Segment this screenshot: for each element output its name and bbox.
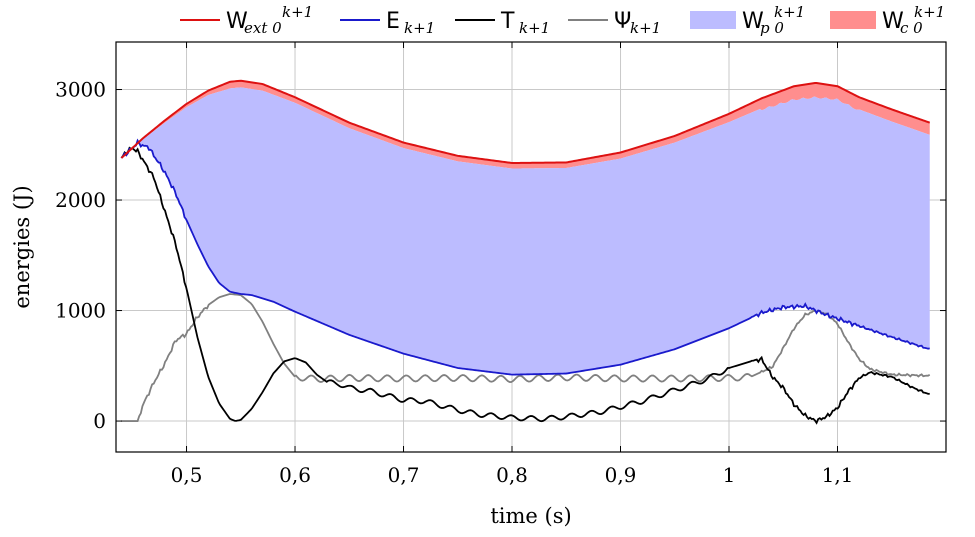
y-tick-label: 0 <box>93 409 106 433</box>
legend-item-wc: Wc 0k+1 <box>830 3 945 37</box>
legend-label-sub: k+1 <box>519 19 550 37</box>
series-e-line <box>120 138 930 376</box>
x-tick-label: 1,1 <box>822 463 854 487</box>
line-layer <box>120 79 931 425</box>
legend-label: W <box>226 9 248 34</box>
legend-label: T <box>500 9 515 34</box>
x-tick-label: 0,7 <box>388 463 420 487</box>
legend-item-wp: Wp 0k+1 <box>690 3 805 37</box>
series-t-line <box>120 146 930 425</box>
area-wp <box>121 87 930 375</box>
legend-item-psi: Ψk+1 <box>568 9 661 37</box>
x-tick-label: 0,6 <box>279 463 311 487</box>
legend-label-sup: k+1 <box>774 3 805 21</box>
legend-label: W <box>882 9 904 34</box>
legend-label-sub: c 0 <box>900 19 923 37</box>
legend-label-sub: k+1 <box>404 19 435 37</box>
y-tick-label: 3000 <box>55 78 106 102</box>
x-tick-label: 0,9 <box>605 463 637 487</box>
x-axis-title: time (s) <box>490 504 571 528</box>
ticks: 0,5 0,6 0,7 0,8 0,9 1 1,1 0 1000 2000 3000 <box>55 42 946 487</box>
legend-label: Ψ <box>614 9 631 34</box>
plot-frame <box>115 41 947 453</box>
legend-label-sup: k+1 <box>914 3 945 21</box>
legend-label-sup: k+1 <box>282 3 313 21</box>
series-psi-line <box>121 293 931 422</box>
y-tick-label: 1000 <box>55 299 106 323</box>
legend-swatch <box>830 11 876 29</box>
legend-swatch <box>690 11 736 29</box>
legend-label-sub: k+1 <box>630 19 661 37</box>
legend-label: W <box>742 9 764 34</box>
y-tick-label: 2000 <box>55 188 106 212</box>
y-axis-title: energies (J) <box>10 185 34 308</box>
area-layer <box>121 80 930 375</box>
series-wext-line <box>120 79 931 165</box>
x-tick-label: 1 <box>723 463 736 487</box>
legend-label-sub: ext 0 <box>244 19 282 37</box>
legend-label: E <box>386 9 400 34</box>
legend-label-sub: p 0 <box>760 19 784 37</box>
x-tick-label: 0,5 <box>171 463 203 487</box>
x-tick-label: 0,8 <box>496 463 528 487</box>
